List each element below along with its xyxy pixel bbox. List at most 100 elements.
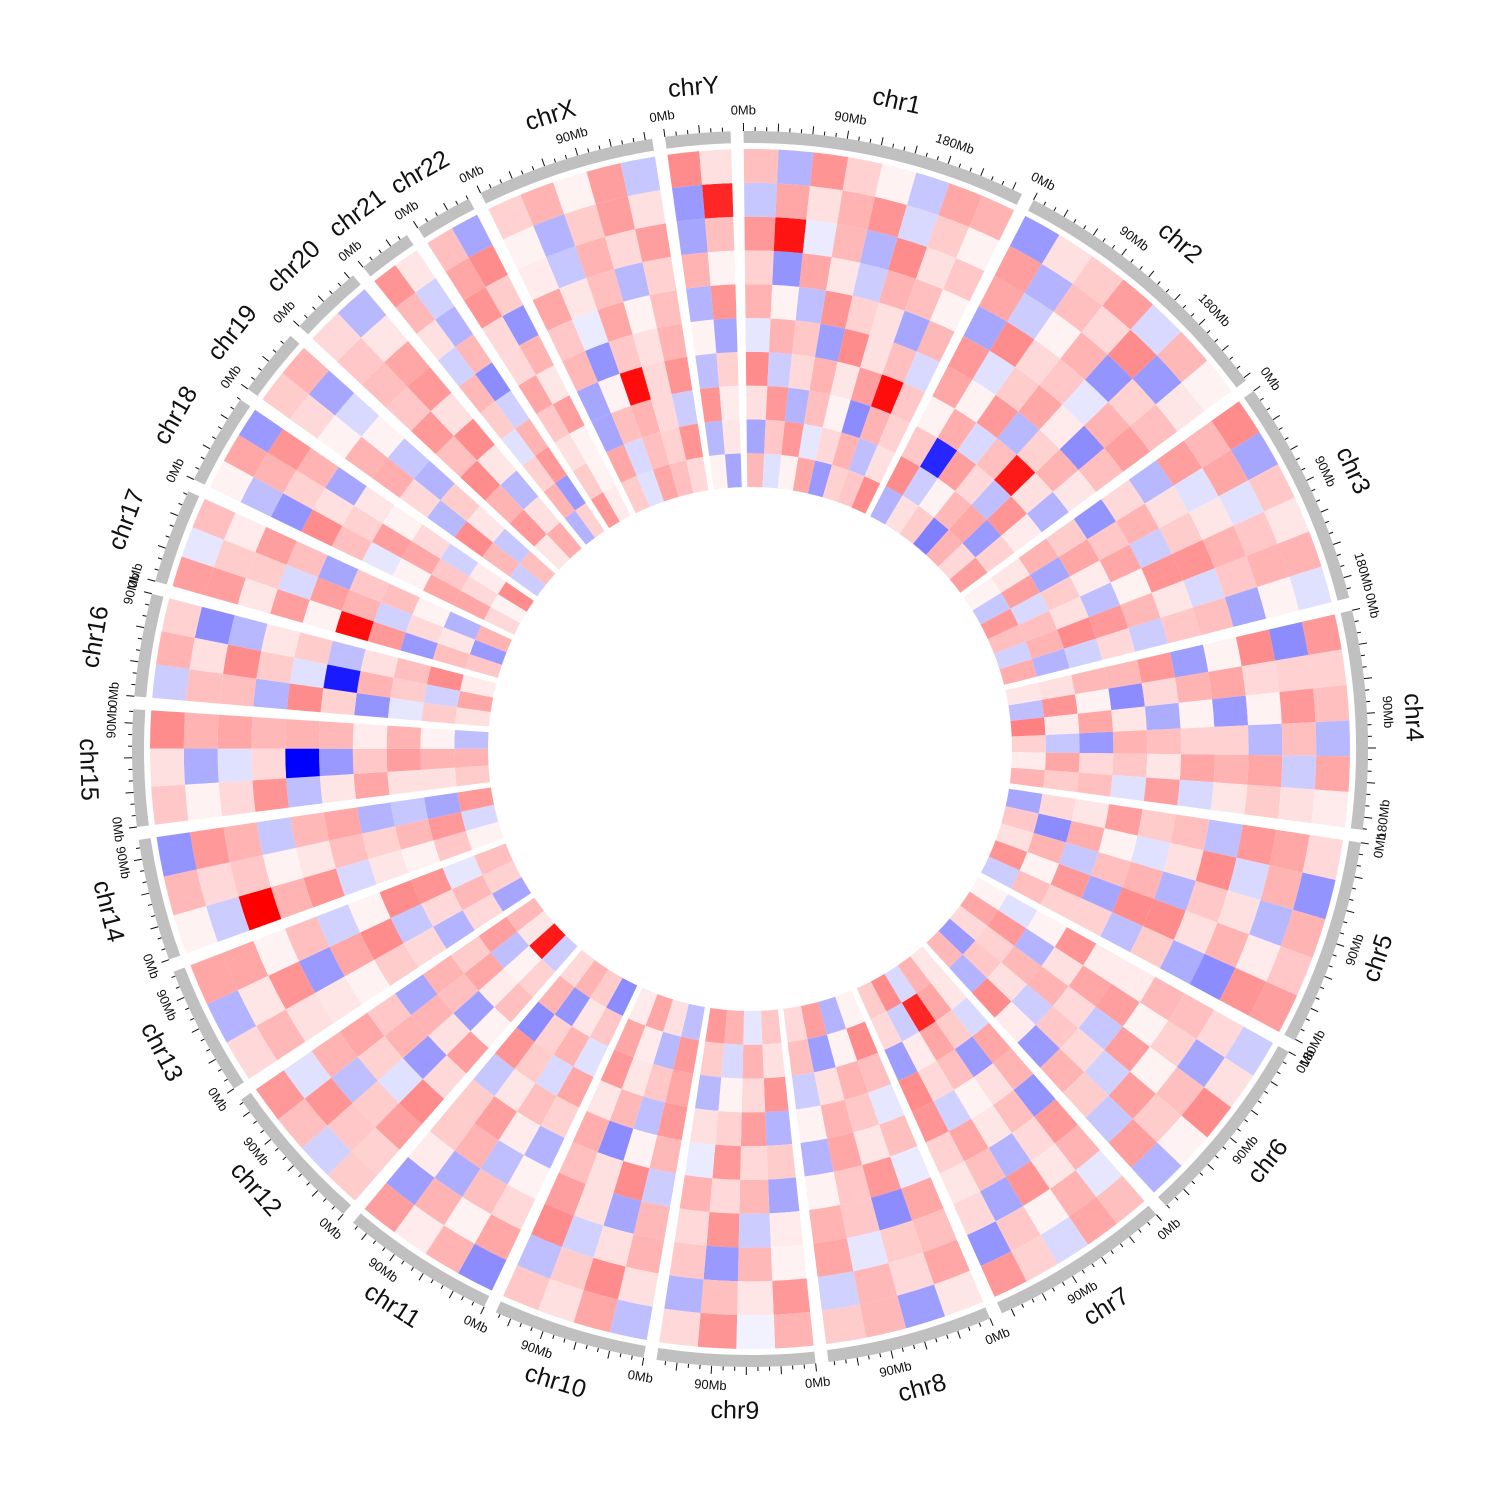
tick-mark (378, 249, 382, 254)
tick-mark (165, 535, 170, 538)
heatmap-cell (1312, 684, 1350, 723)
heatmap-cell (453, 990, 495, 1032)
heatmap-cell (387, 438, 430, 479)
tick-label: 0Mb (105, 681, 122, 707)
heatmap-cell (988, 840, 1028, 871)
heatmap-cell (960, 891, 999, 926)
heatmap-cell (1060, 332, 1108, 380)
heatmap-cell (860, 229, 898, 270)
heatmap-cell (684, 1141, 716, 1179)
tick-mark (1236, 365, 1241, 369)
tick-mark (867, 1355, 870, 1360)
heatmap-cell (490, 931, 530, 969)
heatmap-cell (676, 218, 708, 256)
heatmap-cell (1099, 544, 1142, 583)
heatmap-cell (590, 492, 620, 529)
heatmap-cell (1011, 1234, 1058, 1282)
heatmap-cell (437, 346, 476, 387)
heatmap-cell (372, 457, 415, 498)
tick-mark (272, 349, 277, 353)
heatmap-cell (918, 478, 956, 518)
heatmap-cell (325, 467, 367, 506)
tick-mark (869, 138, 872, 143)
heatmap-cell (746, 419, 766, 454)
heatmap-cell (1026, 966, 1069, 1007)
heatmap-cell (1096, 1175, 1145, 1224)
heatmap-cell (270, 493, 313, 532)
heatmap-cell (591, 413, 624, 453)
heatmap-cell (1011, 752, 1046, 771)
heatmap-cell (283, 1051, 332, 1099)
heatmap-cell (1146, 728, 1181, 755)
heatmap-cell (400, 840, 441, 873)
tick-mark (1083, 225, 1087, 230)
heatmap-cell (770, 1244, 807, 1281)
heatmap-cell (897, 1284, 945, 1329)
heatmap-cell (674, 1208, 710, 1246)
heatmap-cell (435, 435, 478, 478)
heatmap-cell (196, 862, 239, 907)
heatmap-cell (323, 807, 362, 841)
tick-mark (598, 145, 601, 150)
heatmap-cell (1010, 717, 1046, 737)
chromosome-label: chr16 (76, 604, 114, 670)
heatmap-cell (572, 1111, 610, 1153)
ideogram-band (241, 1092, 352, 1215)
heatmap-cell (150, 710, 185, 749)
heatmap-cell (1087, 521, 1130, 561)
heatmap-cell (1108, 1118, 1158, 1168)
tick-mark (143, 591, 152, 595)
heatmap-cell (995, 1205, 1041, 1252)
heatmap-cell (777, 149, 814, 186)
tick-mark (142, 614, 147, 617)
heatmap-cell (327, 640, 366, 671)
tick-mark (631, 1355, 633, 1360)
heatmap-cell (1070, 898, 1113, 937)
tick-mark (1276, 1071, 1281, 1075)
heatmap-cell (1025, 629, 1064, 660)
heatmap-cell (552, 395, 585, 434)
heatmap-cell (1015, 339, 1061, 386)
heatmap-cell (740, 1112, 767, 1147)
heatmap-cell (788, 354, 815, 391)
heatmap-cell (1180, 726, 1215, 755)
heatmap-cell (745, 317, 771, 353)
heatmap-cell (1157, 1115, 1208, 1166)
heatmap-cell (1116, 503, 1160, 545)
heatmap-cell (800, 1001, 827, 1040)
heatmap-cell (394, 1205, 444, 1254)
heatmap-cell (649, 290, 682, 329)
heatmap-cell (856, 981, 887, 1020)
tick-mark (968, 1326, 971, 1331)
heatmap-cell (384, 340, 430, 387)
heatmap-cell (663, 999, 689, 1037)
heatmap-cell (450, 935, 491, 974)
heatmap-cell (1315, 720, 1350, 757)
heatmap-cell (454, 729, 489, 749)
heatmap-cell (1228, 857, 1270, 901)
tick-mark (1001, 180, 1005, 185)
tick-label: 90Mb (366, 1254, 401, 1285)
tick-mark (186, 475, 195, 480)
heatmap-cell (919, 1021, 955, 1061)
heatmap-cell (430, 392, 474, 436)
heatmap-cell (846, 1021, 879, 1061)
heatmap-cell (1266, 946, 1313, 996)
heatmap-cell (337, 337, 385, 385)
tick-mark (879, 1353, 882, 1358)
tick-mark (833, 1361, 836, 1366)
heatmap-cell (1049, 1170, 1097, 1217)
heatmap-cell (852, 262, 889, 303)
tick-mark (619, 1353, 622, 1358)
tick-mark (1354, 876, 1363, 879)
heatmap-cell (320, 688, 357, 716)
heatmap-cell (189, 827, 230, 870)
heatmap-cell (1249, 900, 1293, 947)
heatmap-cell (1046, 518, 1088, 558)
tick-mark (1174, 1196, 1179, 1201)
heatmap-cell (969, 195, 1015, 241)
heatmap-cell (382, 505, 423, 542)
heatmap-cell (685, 285, 714, 323)
heatmap-cell (736, 1314, 776, 1349)
